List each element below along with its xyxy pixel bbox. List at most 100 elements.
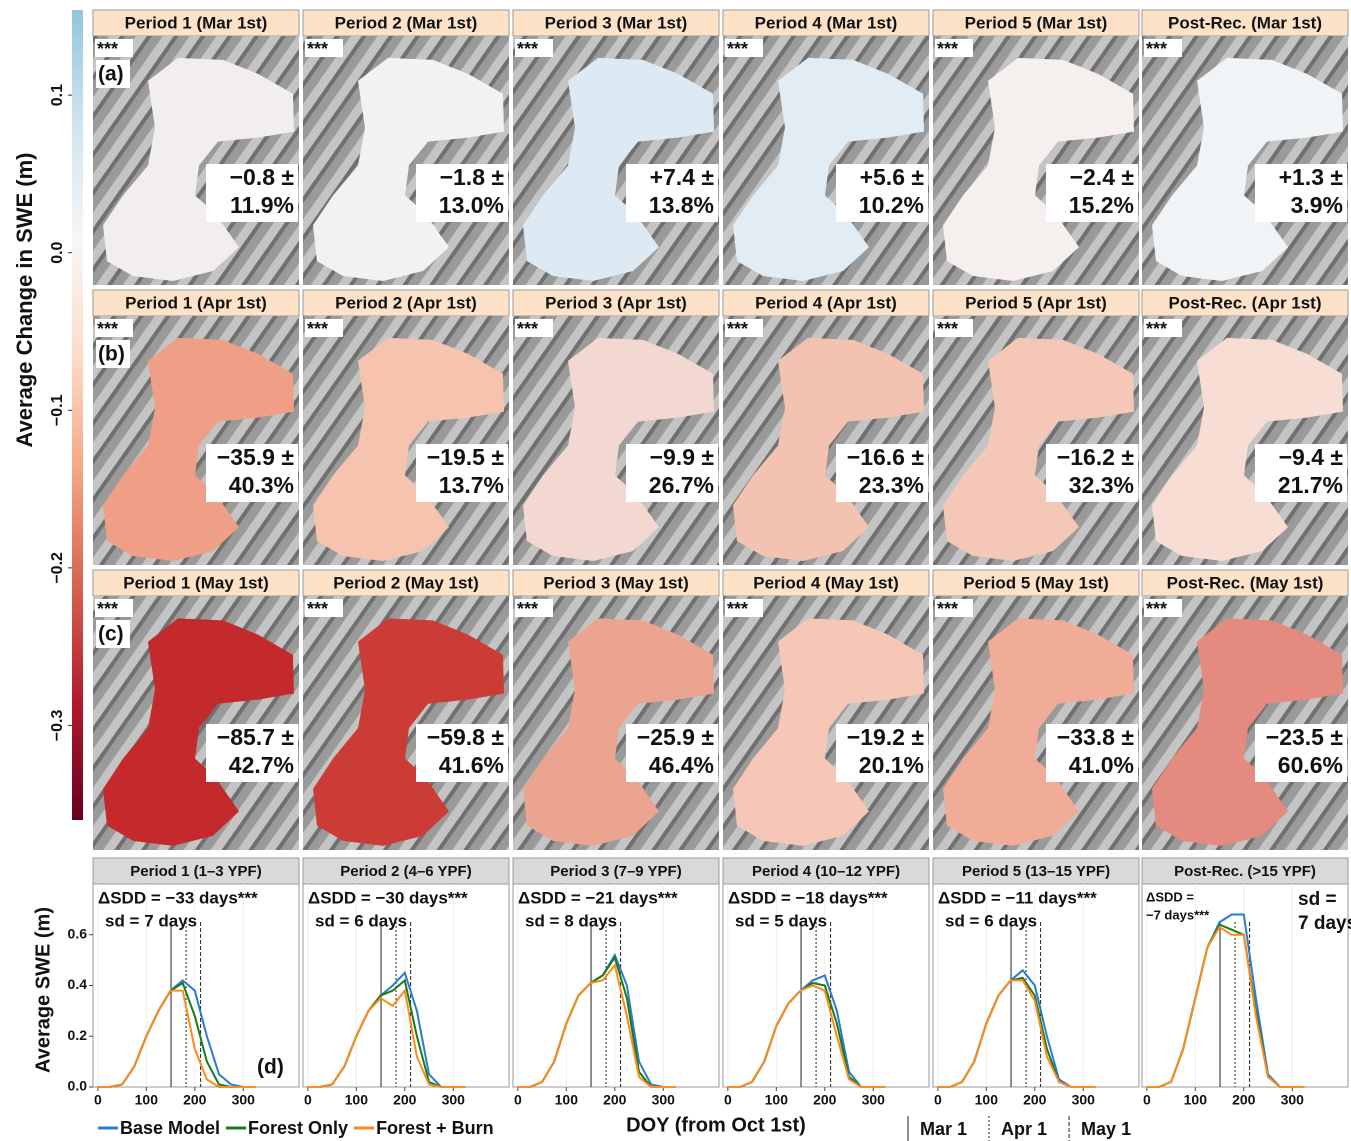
legend-label: Forest + Burn [376,1118,494,1138]
change-label: 13.7% [439,472,504,498]
y-axis-label: Average SWE (m) [32,907,54,1073]
legend-label: Forest Only [248,1118,348,1138]
x-tick-label: 200 [813,1092,837,1108]
change-label: −23.5 ± [1266,724,1344,750]
panel-title: Period 5 (Apr 1st) [965,293,1107,312]
change-label: −16.2 ± [1057,444,1135,470]
significance: *** [517,319,538,339]
change-label: 13.0% [439,192,504,218]
colorbar [72,10,83,820]
panel-title: Period 4 (Apr 1st) [755,293,897,312]
change-label: 32.3% [1069,472,1134,498]
significance: *** [727,319,748,339]
x-tick-label: 300 [862,1092,886,1108]
panel-title: Period 1 (Apr 1st) [125,293,267,312]
colorbar-tick-label: −0.1 [49,394,66,426]
change-label: 13.8% [649,192,714,218]
x-tick-label: 0 [304,1092,312,1108]
colorbar-tick-label: 0.1 [49,84,66,106]
change-label: −0.8 ± [230,164,295,190]
change-label: −35.9 ± [217,444,295,470]
change-label: −2.4 ± [1070,164,1135,190]
change-label: 42.7% [229,752,294,778]
x-tick-label: 200 [1023,1092,1047,1108]
significance: *** [937,319,958,339]
sdd-label: ΔSDD = −11 days*** [938,888,1097,907]
change-label: −59.8 ± [427,724,505,750]
sd-label: sd = 6 days [315,911,407,930]
marker-legend-label: Apr 1 [1001,1119,1047,1139]
y-tick-label: 0.6 [68,925,88,941]
change-label: 40.3% [229,472,294,498]
chart-title: Period 5 (13–15 YPF) [962,863,1110,880]
x-tick-label: 200 [603,1092,627,1108]
colorbar-tick-label: −0.2 [49,552,66,584]
panel-title: Period 4 (May 1st) [753,573,899,592]
panel-title: Post-Rec. (May 1st) [1167,573,1324,592]
change-label: 15.2% [1069,192,1134,218]
panel-title: Period 2 (May 1st) [333,573,479,592]
change-label: −33.8 ± [1057,724,1135,750]
panel-letter: (b) [98,343,125,366]
panel-letter: (d) [257,1056,284,1079]
x-tick-label: 100 [555,1092,579,1108]
x-tick-label: 100 [975,1092,999,1108]
x-tick-label: 100 [135,1092,159,1108]
significance: *** [307,39,328,59]
sdd-label: ΔSDD = −21 days*** [518,888,678,907]
x-tick-label: 0 [514,1092,522,1108]
significance: *** [97,39,118,59]
panel-title: Period 3 (May 1st) [543,573,689,592]
change-label: +7.4 ± [650,164,715,190]
change-label: −16.6 ± [847,444,925,470]
chart-title: Period 4 (10–12 YPF) [752,863,900,880]
change-label: −9.9 ± [650,444,715,470]
x-tick-label: 0 [724,1092,732,1108]
panel-title: Period 1 (May 1st) [123,573,269,592]
sd-label: sd = 5 days [735,911,827,930]
panel-letter: (a) [98,63,124,86]
x-tick-label: 0 [934,1092,942,1108]
panel-letter: (c) [98,623,124,646]
x-tick-label: 200 [1232,1092,1256,1108]
significance: *** [517,39,538,59]
x-tick-label: 300 [442,1092,466,1108]
panel-title: Period 2 (Mar 1st) [335,13,478,32]
significance: *** [97,319,118,339]
change-label: −9.4 ± [1279,444,1344,470]
significance: *** [307,319,328,339]
x-tick-label: 200 [393,1092,417,1108]
change-label: 41.6% [439,752,504,778]
x-tick-label: 100 [1184,1092,1208,1108]
sdd-label: ΔSDD = −30 days*** [308,888,468,907]
change-label: 3.9% [1291,192,1343,218]
significance: *** [1146,319,1167,339]
marker-legend-label: May 1 [1081,1119,1131,1139]
x-tick-label: 0 [1143,1092,1151,1108]
chart-title: Post-Rec. (>15 YPF) [1174,863,1316,880]
sdd-label: −7 days*** [1146,907,1210,922]
sdd-label: ΔSDD = −18 days*** [728,888,888,907]
change-label: 11.9% [230,192,294,218]
change-label: 46.4% [649,752,714,778]
significance: *** [937,599,958,619]
x-tick-label: 300 [652,1092,676,1108]
colorbar-tick-label: −0.3 [49,710,66,742]
change-label: 20.1% [859,752,924,778]
change-label: +1.3 ± [1279,164,1344,190]
significance: *** [727,39,748,59]
x-tick-label: 300 [1072,1092,1096,1108]
sdd-label: ΔSDD = −33 days*** [98,888,258,907]
x-tick-label: 200 [183,1092,207,1108]
colorbar-label: Average Change in SWE (m) [12,152,37,447]
significance: *** [727,599,748,619]
change-label: 21.7% [1278,472,1343,498]
panel-title: Period 5 (May 1st) [963,573,1109,592]
change-label: 26.7% [649,472,714,498]
significance: *** [937,39,958,59]
x-tick-label: 100 [765,1092,789,1108]
significance: *** [1146,599,1167,619]
chart-title: Period 2 (4–6 YPF) [340,863,471,880]
change-label: 23.3% [859,472,924,498]
y-tick-label: 0.4 [68,976,88,992]
